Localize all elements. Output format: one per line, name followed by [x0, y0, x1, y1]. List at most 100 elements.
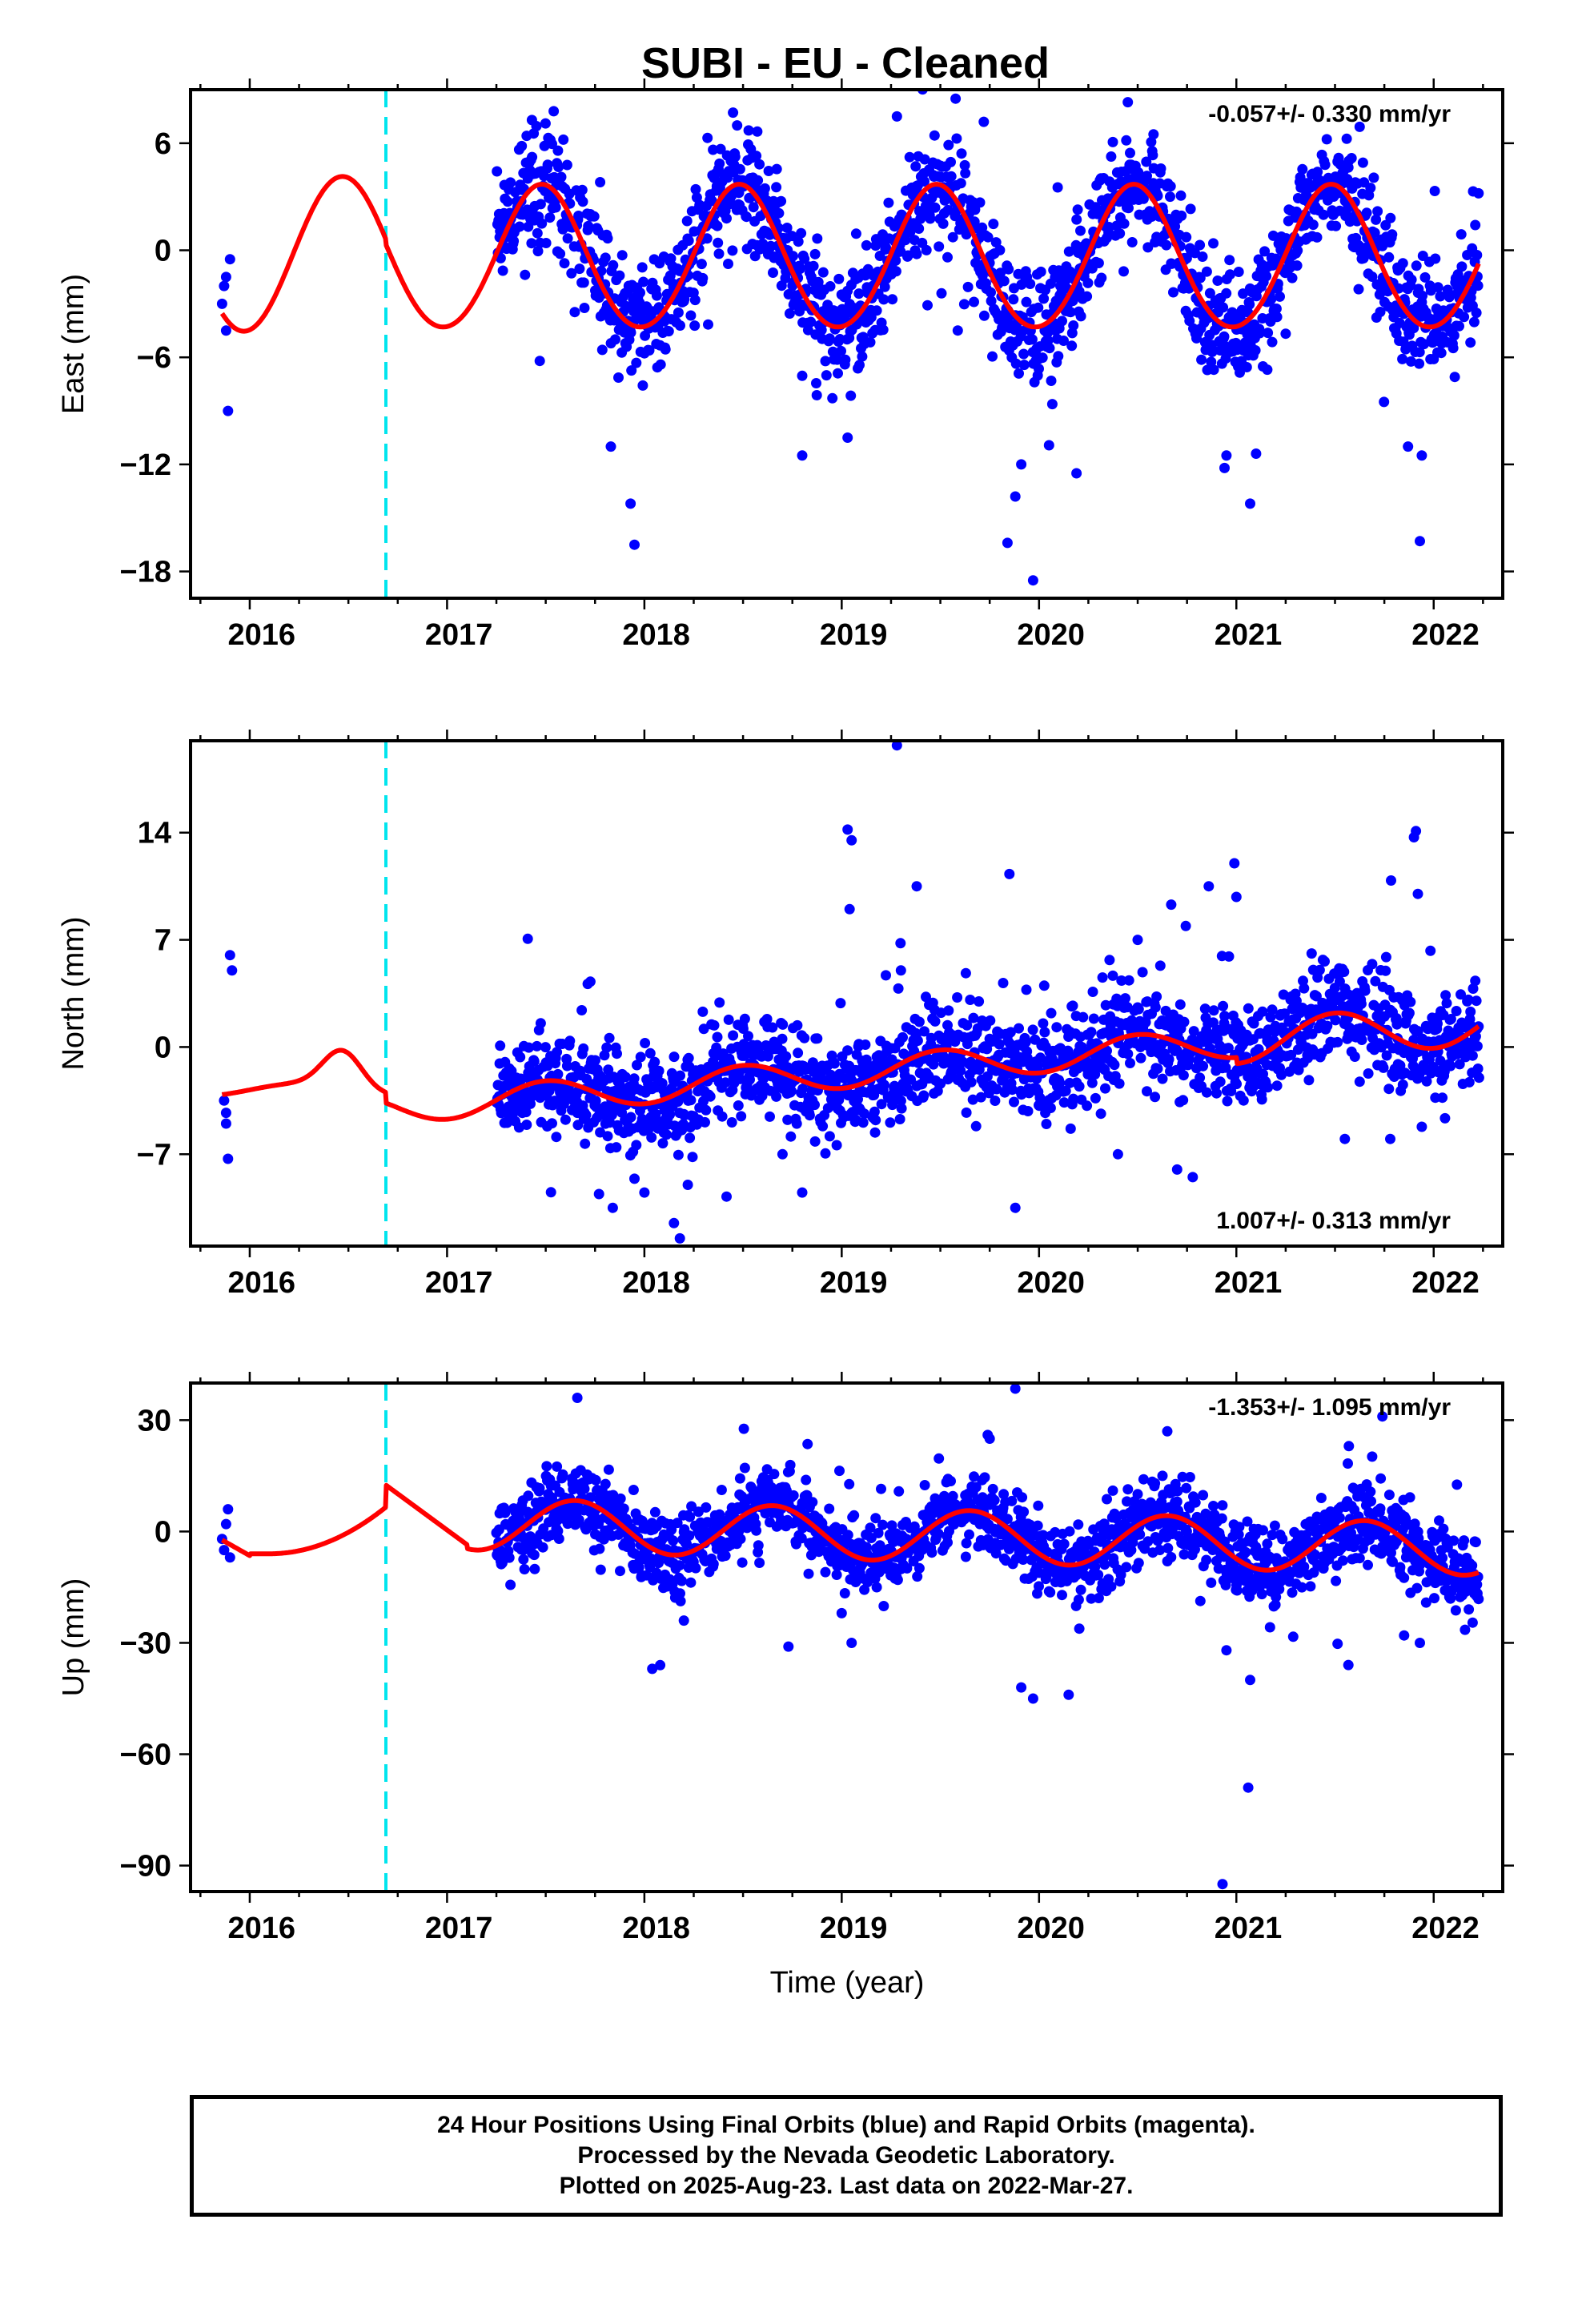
data-point: [1096, 272, 1107, 283]
data-point: [734, 1473, 745, 1484]
data-point: [1054, 1077, 1066, 1088]
data-point: [1471, 308, 1482, 319]
data-point: [809, 1136, 821, 1147]
data-point: [1243, 1003, 1254, 1014]
data-point: [1385, 1133, 1395, 1144]
data-point: [1166, 899, 1177, 911]
data-point: [649, 1056, 661, 1068]
data-point: [845, 390, 857, 401]
data-point: [951, 133, 962, 144]
data-point: [728, 107, 739, 119]
data-point: [1208, 1501, 1219, 1511]
data-point: [974, 197, 986, 208]
data-point: [1253, 1043, 1264, 1055]
data-point: [1286, 1049, 1297, 1060]
data-point: [820, 356, 831, 367]
data-point: [1112, 1148, 1123, 1160]
data-point: [1465, 1006, 1476, 1017]
x-tick-label: 2021: [1215, 618, 1283, 652]
data-point: [696, 259, 707, 270]
data-point: [817, 267, 829, 278]
data-point: [1078, 1011, 1089, 1023]
data-point: [1321, 134, 1332, 145]
data-point: [759, 183, 770, 194]
data-point: [552, 1047, 563, 1058]
data-point: [831, 1140, 842, 1151]
data-point: [547, 139, 557, 150]
data-point: [1155, 163, 1166, 174]
data-point: [514, 221, 525, 232]
data-point: [811, 390, 822, 400]
data-point: [216, 298, 227, 309]
data-point: [1339, 1133, 1351, 1144]
data-point: [1303, 1075, 1315, 1086]
data-point: [516, 140, 528, 151]
data-point: [690, 183, 701, 195]
data-point: [1275, 291, 1285, 302]
data-point: [603, 1064, 614, 1076]
data-point: [1125, 1058, 1135, 1068]
data-point: [1318, 209, 1329, 220]
data-point: [1258, 1525, 1268, 1536]
data-point: [1416, 1121, 1427, 1132]
data-point: [1271, 304, 1282, 314]
data-point: [1266, 294, 1277, 305]
data-point: [1138, 193, 1149, 204]
data-point: [1215, 1076, 1226, 1088]
data-point: [919, 1026, 930, 1037]
data-point: [700, 1116, 710, 1128]
data-point: [1006, 1495, 1018, 1506]
data-point: [1150, 1002, 1161, 1013]
data-point: [727, 245, 738, 256]
data-point: [913, 1562, 925, 1574]
data-point: [1138, 1474, 1149, 1485]
data-point: [1397, 1080, 1408, 1090]
data-point: [1224, 269, 1235, 280]
data-point: [1271, 1591, 1282, 1602]
data-point: [936, 287, 947, 299]
data-point: [802, 1438, 813, 1449]
data-point: [632, 1059, 642, 1071]
data-point: [1197, 251, 1208, 262]
data-point: [1046, 399, 1058, 410]
data-point: [618, 1503, 629, 1514]
data-point: [797, 370, 808, 381]
plot-area-up: [216, 1383, 1484, 1892]
data-point: [947, 231, 958, 243]
data-point: [625, 327, 636, 338]
data-point: [1411, 260, 1422, 271]
data-point: [1218, 1000, 1229, 1011]
data-point: [1057, 1590, 1067, 1601]
data-point: [986, 287, 996, 298]
data-point: [1456, 989, 1466, 1000]
data-point: [1017, 1492, 1028, 1503]
data-point: [1380, 965, 1391, 976]
data-point: [930, 1015, 941, 1027]
data-point: [220, 1108, 231, 1119]
data-point: [991, 1084, 1002, 1095]
data-point: [805, 316, 817, 328]
data-point: [777, 1019, 789, 1030]
data-point: [1126, 237, 1138, 247]
data-point: [628, 1073, 640, 1084]
data-point: [1296, 1582, 1307, 1593]
y-tick-label: 7: [155, 924, 171, 958]
data-point: [1391, 1019, 1403, 1030]
data-point: [994, 244, 1006, 255]
data-point: [1088, 1013, 1099, 1024]
data-point: [873, 1527, 884, 1538]
data-point: [1057, 316, 1067, 327]
data-point: [532, 246, 544, 257]
data-point: [1075, 225, 1086, 236]
data-point: [777, 1033, 788, 1044]
data-point: [824, 1131, 835, 1142]
data-point: [776, 195, 787, 207]
data-point: [820, 1566, 831, 1578]
data-point: [1385, 212, 1396, 223]
data-point: [1383, 1084, 1395, 1095]
data-point: [1122, 97, 1134, 108]
data-point: [1299, 983, 1310, 994]
data-point: [515, 1051, 526, 1063]
data-point: [551, 1132, 562, 1143]
data-point: [1334, 976, 1345, 987]
